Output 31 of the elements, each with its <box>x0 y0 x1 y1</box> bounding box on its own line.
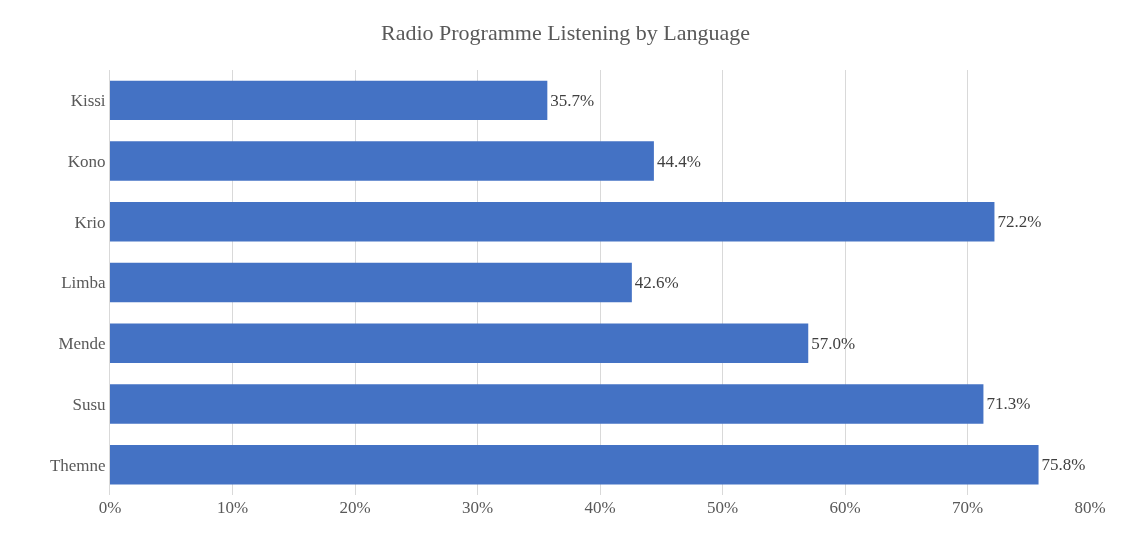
bar <box>110 384 984 424</box>
data-label: 72.2% <box>997 212 1042 232</box>
x-tick-label: 40% <box>584 498 616 517</box>
data-label: 44.4% <box>656 151 701 171</box>
x-tick-label: 80% <box>1074 498 1106 517</box>
bar <box>110 141 654 181</box>
bar <box>110 80 548 121</box>
chart-title: Radio Programme Listening by Language <box>380 20 751 46</box>
bar <box>110 202 995 242</box>
x-tick-label: 30% <box>461 498 494 517</box>
data-label: 42.6% <box>634 273 679 292</box>
data-label: 71.3% <box>986 394 1031 414</box>
y-tick-label: Susu <box>72 394 107 414</box>
y-tick-label: Kono <box>67 152 106 172</box>
x-tick-label: 50% <box>706 498 739 517</box>
x-tick-label: 10% <box>216 498 249 517</box>
data-label: 75.8% <box>1041 455 1086 475</box>
data-label: 57.0% <box>811 333 856 353</box>
bar <box>110 444 1039 485</box>
y-tick-label: Limba <box>61 273 107 293</box>
data-label: 35.7% <box>550 90 595 110</box>
x-tick-label: 70% <box>951 498 984 517</box>
y-tick-label: Kissi <box>70 91 106 111</box>
x-tick-label: 20% <box>339 498 371 517</box>
y-tick-label: Themne <box>49 455 106 475</box>
y-tick-label: Mende <box>58 334 106 354</box>
x-tick-label: 60% <box>829 498 861 517</box>
y-tick-label: Krio <box>74 212 106 232</box>
bar <box>110 262 632 303</box>
bar <box>110 323 809 363</box>
x-tick-label: 0% <box>98 498 122 517</box>
